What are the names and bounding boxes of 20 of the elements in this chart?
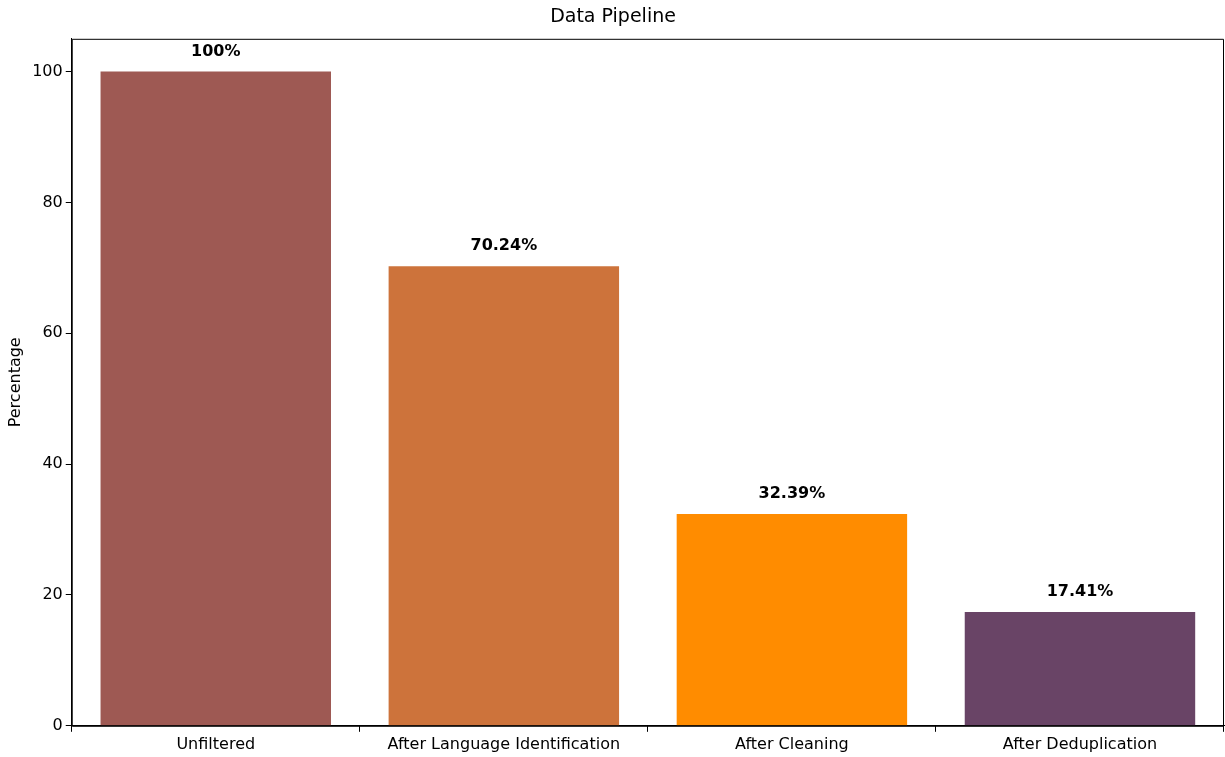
y-tick-label: 100 (32, 60, 63, 80)
bar (100, 71, 331, 726)
bar (676, 513, 908, 726)
y-tick-label: 20 (42, 584, 63, 604)
data-label: 17.41% (1046, 581, 1114, 601)
data-label: 70.24% (470, 235, 538, 255)
data-label: 32.39% (758, 483, 826, 503)
y-tick-label: 60 (42, 322, 63, 342)
x-tick-label: After Language Identification (387, 733, 621, 753)
y-tick-label: 40 (42, 453, 63, 473)
chart-title: Data Pipeline (550, 4, 676, 27)
y-axis-title: Percentage (4, 337, 24, 428)
x-tick-label: Unfiltered (176, 733, 256, 753)
data-label: 100% (191, 40, 241, 60)
y-tick-label: 80 (42, 191, 63, 211)
bar (964, 611, 1196, 726)
x-tick-label: After Deduplication (1002, 733, 1158, 753)
bar (388, 266, 620, 726)
y-tick-label: 0 (52, 714, 63, 734)
x-tick-label: After Cleaning (735, 733, 849, 753)
